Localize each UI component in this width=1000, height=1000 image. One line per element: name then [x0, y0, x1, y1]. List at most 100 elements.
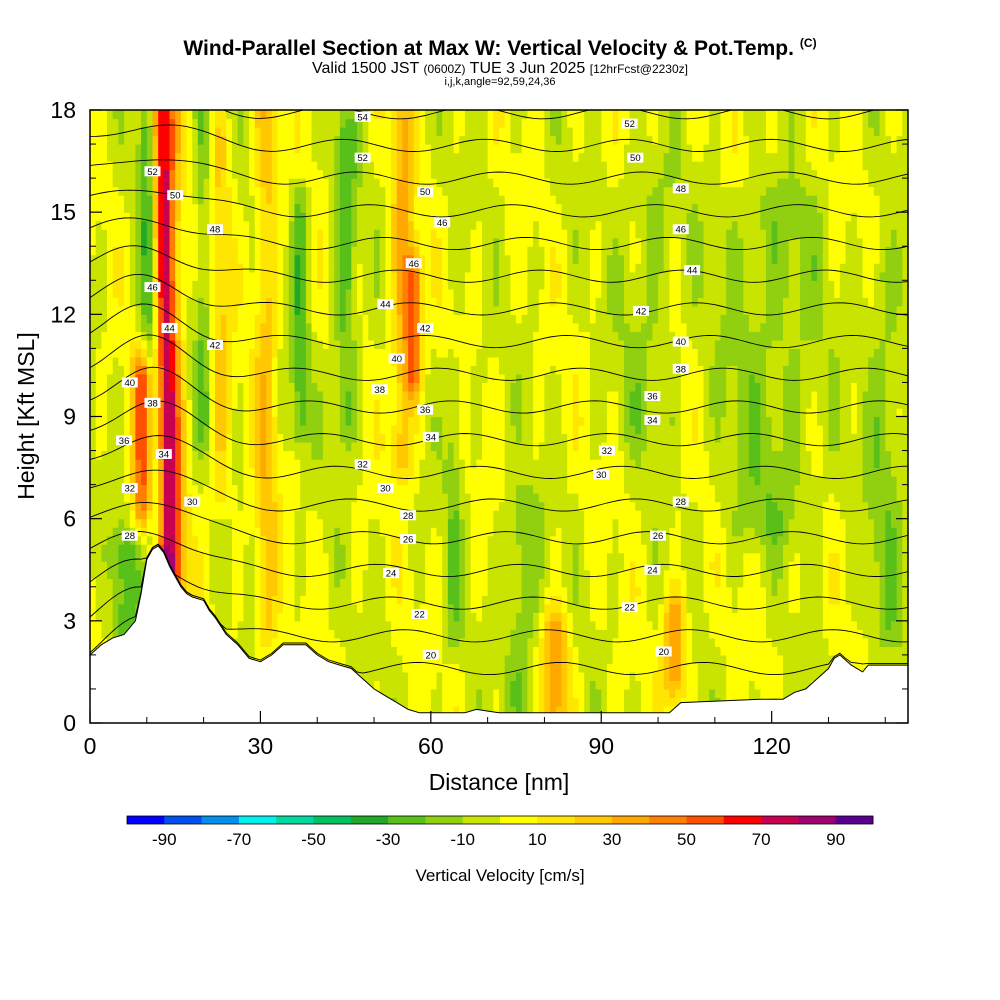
w-cell	[129, 442, 137, 452]
w-cell	[442, 305, 449, 315]
w-cell	[436, 169, 443, 179]
w-cell	[339, 518, 347, 528]
w-cell	[391, 161, 398, 171]
w-cell	[305, 339, 313, 349]
w-cell	[442, 144, 449, 154]
w-cell	[368, 373, 375, 383]
w-cell	[425, 416, 432, 426]
w-cell	[152, 535, 159, 545]
w-cell	[158, 493, 165, 503]
w-cell	[464, 348, 472, 358]
w-cell	[215, 450, 222, 460]
w-cell	[459, 280, 466, 290]
w-cell	[141, 535, 148, 545]
w-cell	[447, 442, 455, 452]
w-cell	[453, 297, 460, 307]
w-cell	[385, 467, 392, 477]
w-cell	[430, 186, 438, 196]
w-cell	[470, 493, 477, 503]
w-cell	[368, 152, 375, 162]
w-cell	[402, 467, 409, 477]
w-cell	[357, 220, 364, 230]
w-cell	[345, 425, 352, 435]
w-cell	[107, 408, 114, 418]
w-cell	[459, 637, 466, 647]
w-cell	[169, 263, 176, 273]
w-cell	[294, 391, 301, 401]
w-cell	[322, 373, 330, 383]
w-cell	[345, 305, 352, 315]
w-cell	[413, 476, 421, 486]
w-cell	[266, 246, 273, 256]
w-cell	[118, 322, 125, 332]
w-cell	[112, 195, 119, 205]
w-cell	[436, 271, 443, 281]
w-cell	[436, 561, 443, 571]
w-cell	[425, 484, 432, 494]
w-cell	[226, 220, 233, 230]
w-cell	[453, 161, 460, 171]
w-cell	[436, 450, 443, 460]
w-cell	[197, 408, 205, 418]
w-cell	[203, 169, 210, 179]
w-cell	[220, 442, 227, 452]
w-cell	[470, 212, 477, 222]
w-cell	[470, 688, 477, 698]
w-cell	[374, 212, 381, 222]
w-cell	[186, 297, 193, 307]
w-cell	[436, 569, 443, 579]
w-cell	[158, 544, 165, 554]
w-cell	[436, 680, 443, 690]
w-cell	[328, 127, 335, 137]
w-cell	[391, 212, 398, 222]
w-cell	[470, 203, 477, 213]
w-cell	[220, 484, 227, 494]
w-cell	[419, 595, 426, 605]
w-cell	[357, 450, 364, 460]
w-cell	[107, 467, 114, 477]
w-cell	[425, 476, 432, 486]
w-cell	[163, 178, 171, 188]
w-cell	[413, 118, 421, 128]
w-cell	[362, 603, 369, 613]
w-cell	[464, 493, 472, 503]
w-cell	[186, 152, 193, 162]
w-cell	[322, 544, 330, 554]
w-cell	[351, 629, 358, 639]
w-cell	[305, 391, 313, 401]
w-cell	[425, 254, 432, 264]
w-cell	[90, 212, 97, 222]
w-cell	[362, 220, 369, 230]
w-cell	[459, 229, 466, 239]
w-cell	[266, 646, 273, 656]
w-cell	[322, 271, 330, 281]
w-cell	[345, 195, 352, 205]
w-cell	[266, 348, 273, 358]
w-cell	[226, 356, 233, 366]
w-cell	[385, 629, 392, 639]
w-cell	[141, 339, 148, 349]
w-cell	[197, 161, 205, 171]
w-cell	[339, 271, 347, 281]
w-cell	[408, 646, 415, 656]
w-cell	[141, 382, 148, 392]
w-cell	[442, 127, 449, 137]
w-cell	[453, 450, 460, 460]
w-cell	[339, 220, 347, 230]
w-cell	[362, 544, 369, 554]
w-cell	[385, 348, 392, 358]
w-cell	[158, 212, 165, 222]
w-cell	[311, 152, 318, 162]
w-cell	[328, 271, 335, 281]
w-cell	[101, 586, 108, 596]
w-cell	[317, 450, 324, 460]
w-cell	[294, 510, 301, 520]
w-cell	[453, 603, 460, 613]
w-cell	[197, 322, 205, 332]
w-cell	[260, 382, 267, 392]
w-cell	[294, 110, 301, 120]
w-cell	[135, 373, 142, 383]
w-cell	[300, 288, 307, 298]
w-cell	[459, 178, 466, 188]
w-cell	[220, 169, 227, 179]
